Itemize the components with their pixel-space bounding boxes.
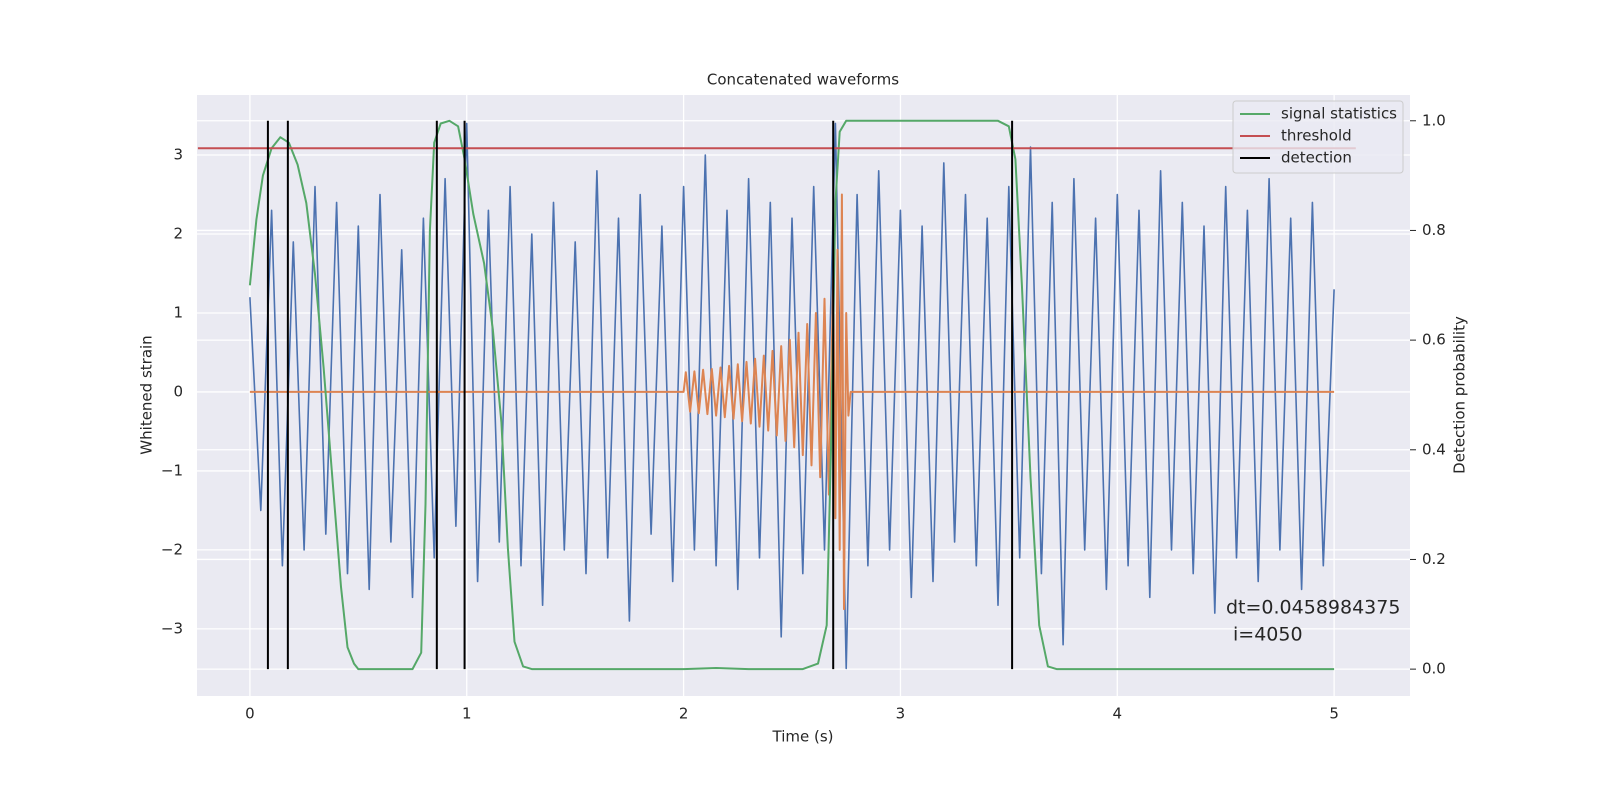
- marks: [197, 119, 1356, 671]
- y2-tick-label: 1.0: [1422, 111, 1446, 129]
- y-tick-label: 0: [173, 382, 183, 400]
- chart-title: Concatenated waveforms: [707, 71, 899, 89]
- annotation: i=4050: [1233, 624, 1303, 646]
- x-tick-label: 1: [462, 705, 472, 723]
- y-tick-label: −1: [161, 461, 183, 479]
- x-tick-label: 4: [1112, 705, 1122, 723]
- y2-axis-label: Detection probability: [1451, 316, 1469, 474]
- y-tick-label: 3: [173, 146, 183, 164]
- y2-tick-label: 0.2: [1422, 550, 1446, 568]
- x-tick-label: 2: [679, 705, 689, 723]
- series-line: [249, 122, 1335, 670]
- y2-tick-label: 0.8: [1422, 221, 1446, 239]
- series-line: [248, 119, 1335, 671]
- y-tick-label: −3: [161, 619, 183, 637]
- legend-label: detection: [1281, 149, 1352, 167]
- y2-tick-label: 0.4: [1422, 440, 1446, 458]
- y2-tick-label: 0.0: [1422, 660, 1446, 678]
- x-tick-label: 0: [245, 705, 255, 723]
- legend-label: signal statistics: [1281, 105, 1397, 123]
- legend-label: threshold: [1281, 127, 1352, 145]
- y-axis-label: Whitened strain: [138, 335, 156, 454]
- legend-box: [1232, 100, 1404, 174]
- annotation: dt=0.0458984375: [1226, 597, 1400, 619]
- ticks: 0 1 2 3 4 5 −3 −2 −1 0 1 2 3 0.0 0.2 0.4 0.6 0.8 1.0: [161, 111, 1446, 722]
- series-line: [249, 193, 1335, 611]
- plot-area: [197, 95, 1410, 696]
- x-tick-label: 3: [896, 705, 906, 723]
- x-axis-label: Time (s): [772, 728, 834, 746]
- y-tick-label: −2: [161, 540, 183, 558]
- y-tick-label: 1: [173, 303, 183, 321]
- y2-tick-label: 0.6: [1422, 331, 1446, 349]
- legend: signal statistics threshold detection: [1232, 100, 1404, 174]
- x-tick-label: 5: [1329, 705, 1339, 723]
- y-tick-label: 2: [173, 224, 183, 242]
